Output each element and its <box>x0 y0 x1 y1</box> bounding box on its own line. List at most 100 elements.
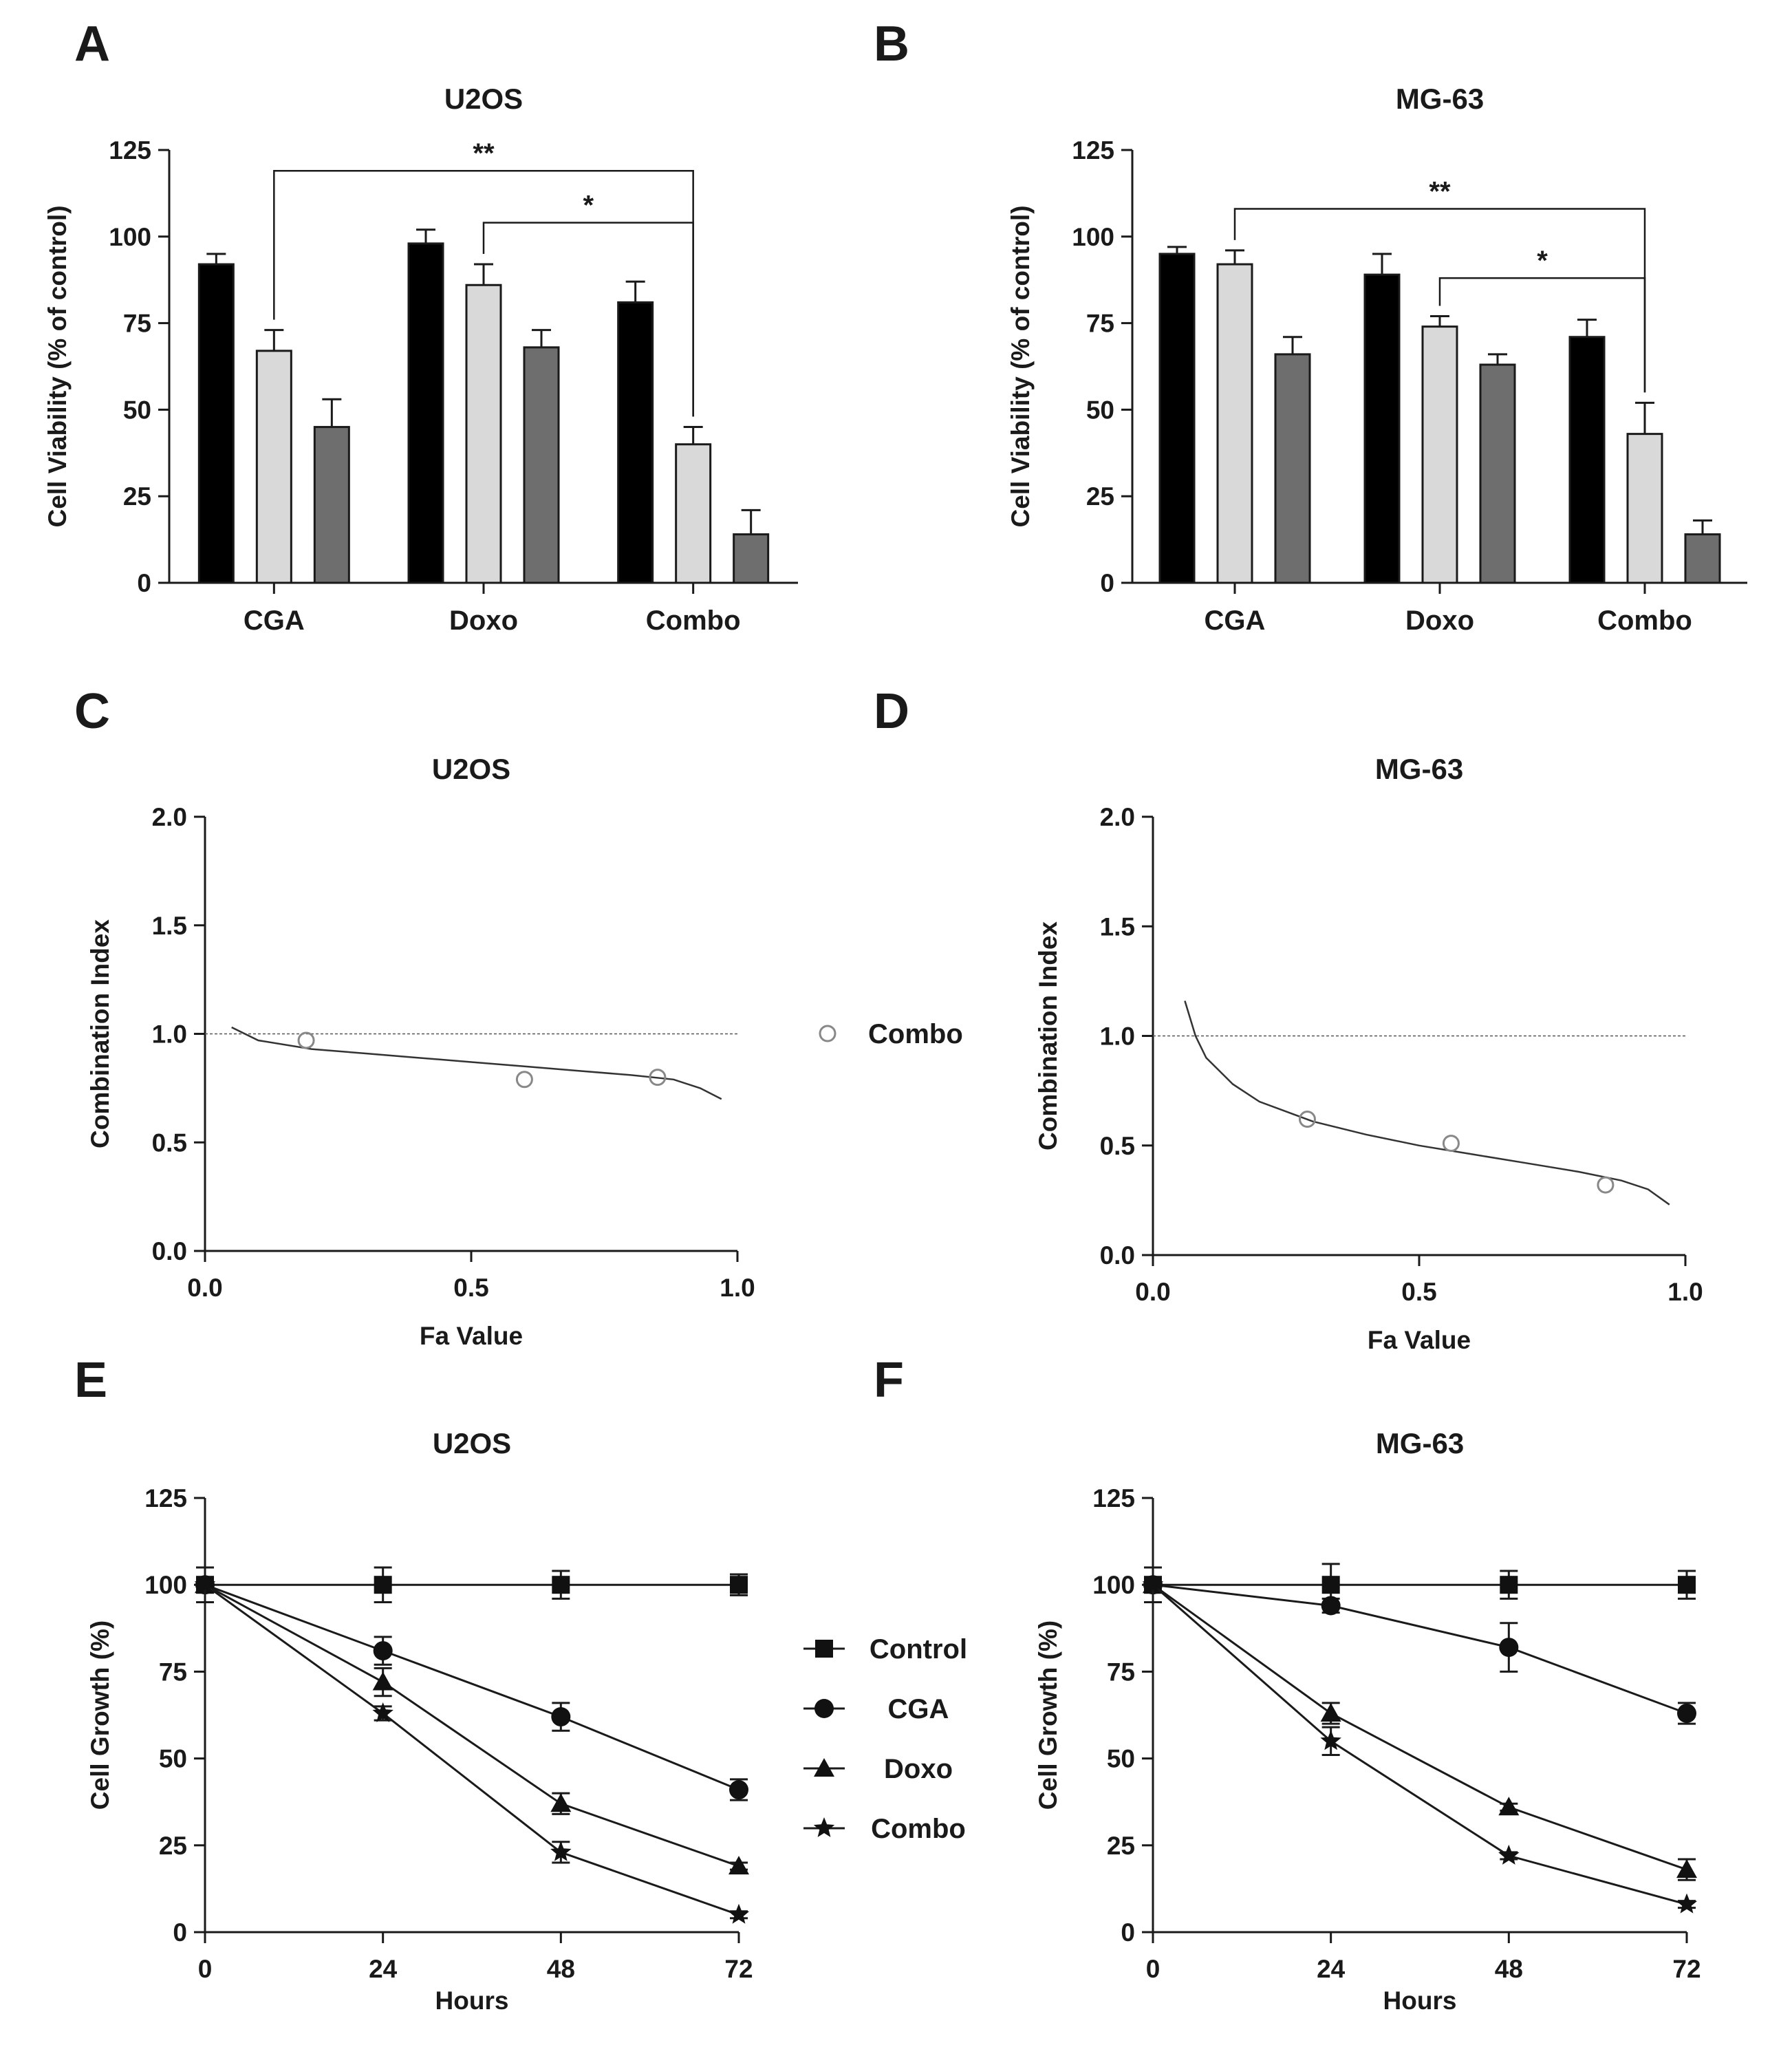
significance-label: ** <box>1429 177 1451 207</box>
bar <box>1158 253 1196 584</box>
x-tick-label: 24 <box>369 1955 398 1983</box>
bar <box>313 426 350 584</box>
y-tick-label: 100 <box>1092 1571 1135 1599</box>
x-axis-title: Fa Value <box>420 1322 523 1350</box>
y-tick-label: 75 <box>1086 310 1114 338</box>
data-point <box>1498 1797 1520 1816</box>
bar <box>1626 433 1663 584</box>
significance-bracket <box>1438 277 1646 393</box>
data-point <box>372 1702 393 1722</box>
x-tick-label: 72 <box>1672 1955 1701 1983</box>
y-tick-label: 0.0 <box>152 1237 187 1265</box>
panel-A: A U2OS 0 25 50 75 100 125 Cell Viability (% of c… <box>43 17 798 636</box>
category-label: CGA <box>1205 606 1266 636</box>
category-label: Combo <box>1597 606 1692 636</box>
x-tick-label: 48 <box>1495 1955 1523 1983</box>
category-label: Doxo <box>449 606 518 636</box>
series-line <box>204 1583 740 1916</box>
panel-F: F MG-63 0 25 50 75 100 125 Cell Growth (%) 0 24 48 7… <box>874 1353 1701 2015</box>
bar <box>1479 363 1516 584</box>
bar <box>675 443 712 584</box>
x-tick-label: 0 <box>198 1955 213 1983</box>
panel-letter: F <box>874 1353 904 1408</box>
y-tick-label: 0 <box>173 1918 187 1947</box>
panel-letter: D <box>874 684 909 739</box>
y-tick-label: 1.0 <box>152 1020 187 1049</box>
category-label: CGA <box>244 606 305 636</box>
fit-curve <box>231 1026 722 1100</box>
significance-label: * <box>1537 246 1548 276</box>
y-tick-label: 100 <box>109 223 151 251</box>
y-tick-label: 25 <box>1086 482 1114 511</box>
significance-label: * <box>583 191 594 221</box>
y-tick-label: 75 <box>123 310 151 338</box>
significance-bracket <box>482 222 694 417</box>
panel-title: MG-63 <box>1375 753 1463 785</box>
data-point <box>550 1841 572 1861</box>
x-axis-title: Hours <box>435 1987 509 2015</box>
y-tick-label: 25 <box>1107 1832 1135 1860</box>
y-tick-label: 0.5 <box>1100 1132 1135 1160</box>
bar <box>197 263 235 584</box>
panel-title: U2OS <box>432 753 510 785</box>
y-tick-label: 25 <box>159 1832 187 1860</box>
series-line <box>204 1583 740 1791</box>
panel-letter: C <box>74 684 110 739</box>
y-tick-label: 50 <box>1086 396 1114 424</box>
bar <box>1216 263 1253 584</box>
x-tick-label: 0 <box>1146 1955 1161 1983</box>
legend-marker <box>815 1640 833 1658</box>
x-tick-label: 48 <box>547 1955 575 1983</box>
y-tick-label: 1.5 <box>152 912 187 940</box>
y-tick-label: 125 <box>1072 136 1114 164</box>
y-tick-label: 100 <box>1072 223 1114 251</box>
data-point <box>1320 1702 1341 1722</box>
y-tick-label: 100 <box>144 1571 187 1599</box>
bar <box>1684 533 1721 584</box>
legend-label: Combo <box>871 1814 966 1844</box>
panel-title: U2OS <box>444 83 523 115</box>
bar <box>733 533 770 584</box>
y-axis-title: Cell Growth (%) <box>1034 1620 1062 1810</box>
data-point <box>1676 1893 1698 1914</box>
data-point <box>1597 1176 1615 1194</box>
y-tick-label: 1.5 <box>1100 912 1135 941</box>
panel-E: E U2OS 0 25 50 75 100 125 Cell Growth (%) 0 24 48 72… <box>74 1353 967 2015</box>
data-point <box>551 1707 571 1727</box>
y-tick-label: 50 <box>1107 1745 1135 1773</box>
data-point <box>1442 1135 1460 1153</box>
data-point <box>1320 1730 1341 1750</box>
x-axis-title: Hours <box>1383 1987 1457 2015</box>
data-point <box>194 1574 216 1594</box>
data-point <box>1142 1574 1164 1594</box>
bar <box>1421 325 1458 584</box>
legend-marker <box>813 1817 835 1837</box>
y-tick-label: 0.0 <box>1100 1241 1135 1270</box>
series-line <box>204 1583 740 1867</box>
x-tick-label: 24 <box>1317 1955 1346 1983</box>
data-point <box>1298 1111 1316 1128</box>
y-axis-title: Cell Growth (%) <box>86 1620 114 1810</box>
category-label: Combo <box>646 606 741 636</box>
significance-label: ** <box>473 138 495 169</box>
legend-label: CGA <box>888 1694 949 1724</box>
y-tick-label: 50 <box>123 396 151 424</box>
y-tick-label: 125 <box>144 1484 187 1512</box>
series-line <box>1152 1583 1687 1871</box>
x-tick-label: 0.5 <box>453 1274 488 1302</box>
y-tick-label: 0 <box>1121 1918 1135 1947</box>
data-point <box>550 1793 572 1812</box>
data-point <box>1321 1576 1340 1594</box>
y-axis-title: Cell Viability (% of control) <box>43 205 72 527</box>
panel-C: C U2OS 0.0 0.5 1.0 1.5 2.0 Combination Index 0.0… <box>74 684 963 1350</box>
legend-label: Doxo <box>884 1754 953 1784</box>
y-axis-title: Combination Index <box>86 919 114 1148</box>
y-tick-label: 0 <box>1100 569 1114 597</box>
data-point <box>1676 1859 1697 1878</box>
bar <box>1363 273 1401 584</box>
panel-title: MG-63 <box>1376 1427 1464 1459</box>
data-point <box>649 1069 667 1086</box>
series-line <box>1152 1583 1687 1715</box>
y-axis-title: Combination Index <box>1034 921 1062 1150</box>
